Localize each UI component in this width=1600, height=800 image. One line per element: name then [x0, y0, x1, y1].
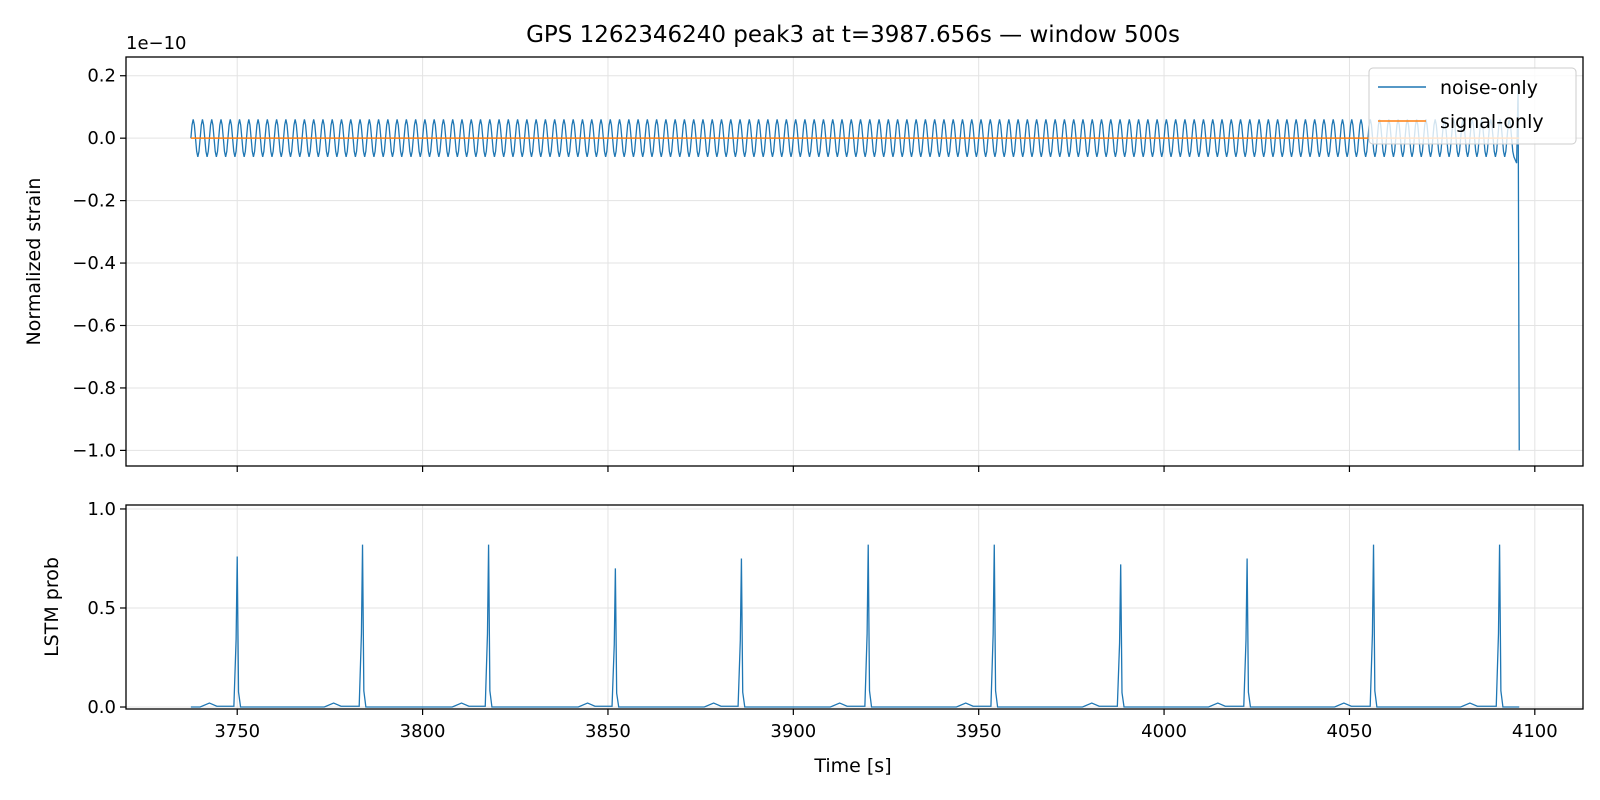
x-tick-label: 3750 [214, 721, 260, 742]
strain-panel: 0.2 0.0 −0.2 −0.4 −0.6 −0.8 −1.0 Normalized str… [23, 33, 1584, 472]
y-tick-label: 0.0 [87, 128, 116, 149]
y-tick-label: 0.0 [87, 697, 116, 718]
y-tick-label: −0.6 [72, 316, 116, 337]
axes-frame [125, 504, 1584, 710]
y-tick-label: 0.5 [87, 598, 116, 619]
y-tick-label: 1.0 [87, 499, 116, 520]
x-tick-label: 3850 [585, 721, 631, 742]
x-tick-label: 4050 [1327, 721, 1373, 742]
x-tick-label: 3800 [400, 721, 446, 742]
y-axis-label: Normalized strain [23, 178, 45, 346]
noise-only-line [190, 85, 1520, 451]
legend: noise-only signal-only [1368, 67, 1577, 145]
plot-area [190, 85, 1520, 451]
y-axis-label: LSTM prob [41, 557, 63, 657]
axes-frame [125, 56, 1584, 467]
x-tick-label: 4100 [1512, 721, 1558, 742]
y-tick-label: −0.4 [72, 253, 116, 274]
y-tick-label: −1.0 [72, 440, 116, 461]
x-tick-label: 4000 [1141, 721, 1187, 742]
x-axis-label: Time [s] [813, 755, 891, 777]
plot-area [190, 544, 1520, 708]
y-tick-label: −0.8 [72, 378, 116, 399]
legend-label-noise-only: noise-only [1440, 77, 1538, 99]
x-tick-label: 3950 [956, 721, 1002, 742]
y-offset-text: 1e−10 [126, 33, 187, 54]
y-tick-label: 0.2 [87, 66, 116, 87]
x-tick-label: 3900 [770, 721, 816, 742]
lstm-panel: 0.0 0.5 1.0 3750 3800 3850 3900 3950 4000 4050 410… [41, 499, 1584, 742]
legend-label-signal-only: signal-only [1440, 111, 1544, 133]
y-tick-label: −0.2 [72, 191, 116, 212]
lstm-prob-line [190, 544, 1520, 708]
chart-title: GPS 1262346240 peak3 at t=3987.656s — wi… [526, 22, 1180, 48]
